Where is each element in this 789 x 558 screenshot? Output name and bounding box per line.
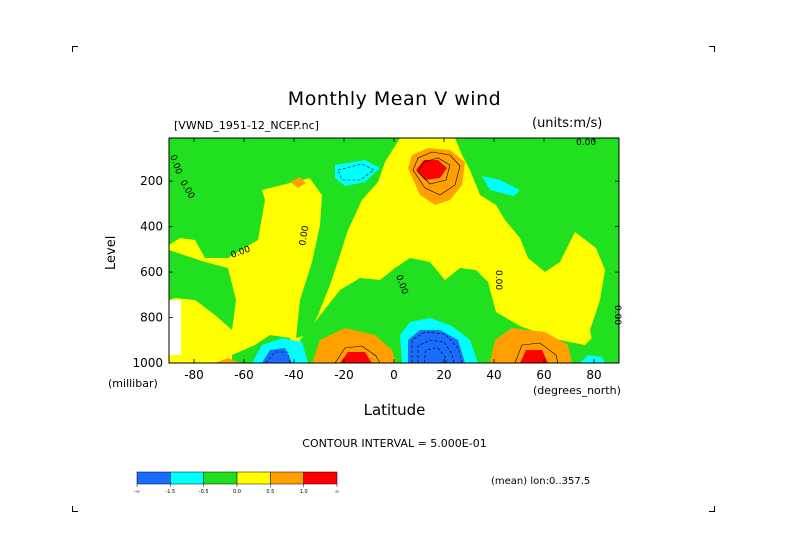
x-axis-ticks: -80 -60 -40 -20 0 20 40 60 80	[184, 138, 602, 382]
y-axis-ticks: 200 400 600 800 1000	[132, 174, 619, 370]
x-tick-label: -20	[334, 368, 354, 382]
x-tick-label: 0	[390, 368, 398, 382]
contour-line-positive	[514, 342, 559, 363]
region-cyan-south-upper	[335, 160, 380, 186]
colorbar-level-label: -0.5	[199, 489, 209, 495]
region-orange-south-lower	[312, 328, 396, 363]
region-orange-north-lower	[490, 328, 572, 363]
y-tick-label: 200	[140, 174, 163, 188]
chart-title: Monthly Mean V wind	[287, 88, 502, 110]
colorbar-level-label: ∞	[335, 489, 339, 495]
crop-mark-top-left	[72, 46, 78, 52]
x-axis-label: Latitude	[363, 401, 426, 419]
colorbar-swatch	[270, 471, 304, 485]
y-tick-label: 1000	[132, 356, 163, 370]
missing-data-gap	[169, 300, 181, 355]
region-red-equator-upper	[416, 160, 447, 180]
negative-contours	[265, 163, 463, 363]
region-orange-southwest-surface	[215, 358, 240, 363]
region-red-north-lower	[520, 350, 548, 363]
contour-line-negative	[423, 347, 447, 363]
colorbar-swatch	[203, 471, 238, 485]
region-cyan-north-upper	[482, 176, 520, 196]
contour-value-label: 0.00	[298, 225, 311, 247]
contour-value-label: 0.00	[612, 305, 622, 325]
mean-lon-label: (mean) lon:0..357.5	[491, 476, 591, 487]
region-orange-south-blob	[290, 177, 306, 188]
x-tick-label: -40	[284, 368, 304, 382]
y-axis-unit: (millibar)	[108, 377, 158, 390]
contour-value-label: 0.00	[576, 138, 596, 148]
colorbar-swatch	[136, 471, 171, 485]
colorbar-swatch	[303, 471, 338, 485]
region-green-north-upper	[455, 138, 619, 363]
region-cyan-north-surface	[580, 355, 605, 363]
y-tick-label: 400	[140, 220, 163, 234]
x-tick-label: -80	[184, 368, 204, 382]
colorbar-level-label: -∞	[134, 489, 140, 495]
contour-plot: -80 -60 -40 -20 0 20 40 60 80 200 400 600 800 1000 0…	[132, 137, 622, 382]
contour-line-negative	[417, 339, 455, 363]
colorbar-level-label: 0.5	[266, 489, 274, 495]
y-axis-label: Level	[104, 235, 119, 270]
contour-line-positive	[417, 157, 451, 185]
contour-value-label: 0.00	[493, 270, 503, 290]
contour-interval-label: CONTOUR INTERVAL = 5.000E-01	[302, 437, 487, 450]
contour-line-negative	[265, 351, 291, 363]
region-green-south-upper	[169, 138, 340, 258]
crop-mark-bottom-right	[709, 506, 715, 512]
region-red-south-lower	[340, 352, 372, 363]
x-tick-label: -60	[234, 368, 254, 382]
crop-mark-top-right	[709, 46, 715, 52]
x-tick-label: 40	[486, 368, 501, 382]
y-tick-label: 800	[140, 311, 163, 325]
contour-line-positive	[412, 151, 461, 196]
x-axis-unit: (degrees_north)	[533, 384, 621, 397]
contour-line-positive	[334, 345, 381, 363]
units-label: (units:m/s)	[532, 116, 603, 131]
y-tick-label: 600	[140, 265, 163, 279]
x-tick-label: 20	[436, 368, 451, 382]
file-label: [VWND_1951-12_NCEP.nc]	[174, 119, 319, 132]
x-tick-label: 80	[586, 368, 601, 382]
colorbar-level-label: -1.5	[165, 489, 175, 495]
x-tick-label: 60	[536, 368, 551, 382]
crop-mark-bottom-left	[72, 506, 78, 512]
contour-fields	[169, 138, 619, 363]
colorbar-swatch	[170, 471, 204, 485]
region-blue-south-lower	[262, 348, 292, 363]
region-green-mid-column	[280, 138, 400, 338]
contour-line-negative	[337, 163, 375, 181]
region-blue-equator-lower	[408, 330, 465, 363]
contour-line-negative	[411, 331, 463, 363]
region-green-south-mid	[169, 250, 236, 330]
colorbar-swatch	[236, 471, 271, 485]
positive-contours	[334, 151, 559, 363]
colorbar-level-label: 0.0	[233, 489, 241, 495]
colorbar-level-label: 1.0	[300, 489, 308, 495]
